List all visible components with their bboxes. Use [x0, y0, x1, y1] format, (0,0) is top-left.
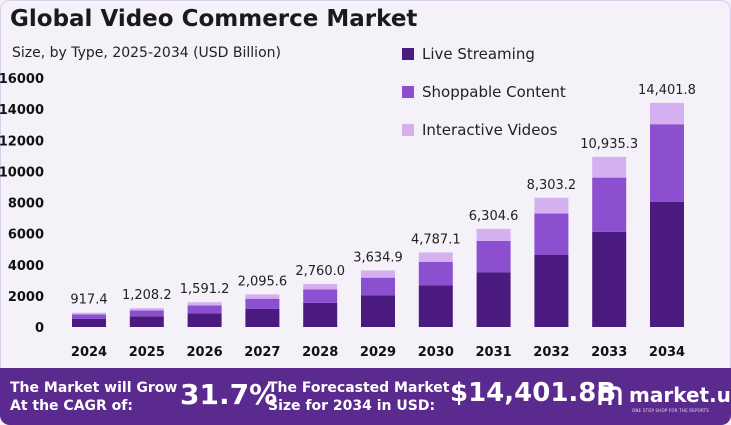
x-tick-label: 2030 — [418, 345, 454, 360]
x-tick-label: 2024 — [71, 345, 107, 360]
bar-segment-interactive-videos — [187, 302, 222, 306]
x-tick-label: 2025 — [129, 345, 165, 360]
bar-segment-live-streaming — [129, 316, 164, 327]
legend-label-live-streaming: Live Streaming — [422, 45, 535, 63]
chart-subtitle: Size, by Type, 2025-2034 (USD Billion) — [12, 45, 281, 61]
bar-segment-interactive-videos — [72, 312, 106, 315]
bar-segment-shoppable-content — [361, 277, 395, 296]
x-tick-label: 2033 — [591, 345, 627, 360]
x-tick-label: 2032 — [533, 345, 569, 360]
bar-segment-interactive-videos — [650, 102, 684, 125]
legend-swatch-live-streaming — [402, 48, 414, 60]
y-tick-label: 2000 — [8, 290, 44, 305]
x-tick-label: 2034 — [649, 345, 685, 360]
bar-total-label: 8,303.2 — [527, 178, 577, 193]
bar-segment-interactive-videos — [592, 156, 627, 178]
market-us-logo-icon — [598, 386, 622, 405]
bar-segment-interactive-videos — [418, 252, 453, 262]
bar-segment-shoppable-content — [592, 177, 627, 232]
y-tick-label: 12000 — [0, 134, 44, 149]
bar-segment-shoppable-content — [129, 310, 164, 317]
bar-segment-shoppable-content — [187, 305, 222, 314]
bar-segment-interactive-videos — [534, 197, 569, 214]
legend-label-interactive-videos: Interactive Videos — [422, 121, 558, 139]
bar-segment-live-streaming — [476, 272, 511, 327]
bar-segment-shoppable-content — [245, 298, 280, 309]
bar-segment-live-streaming — [187, 313, 222, 327]
x-tick-label: 2026 — [187, 345, 223, 360]
legend-label-shoppable-content: Shoppable Content — [422, 83, 566, 101]
bar-segment-shoppable-content — [303, 289, 338, 303]
bar-total-label: 1,208.2 — [122, 288, 172, 303]
bar-segment-live-streaming — [303, 302, 338, 327]
bar-segment-live-streaming — [534, 254, 569, 327]
bar-segment-live-streaming — [361, 295, 395, 327]
bar-segment-live-streaming — [418, 285, 453, 327]
bar-total-label: 14,401.8 — [638, 83, 696, 98]
bar-segment-interactive-videos — [476, 228, 511, 241]
bar-segment-shoppable-content — [418, 261, 453, 286]
forecast-label-line2: Size for 2034 in USD: — [268, 398, 436, 414]
cagr-label: The Market will Grow At the CAGR of: — [10, 379, 177, 415]
y-tick-label: 10000 — [0, 165, 44, 180]
bar-segment-shoppable-content — [534, 213, 569, 255]
bar-segment-live-streaming — [592, 231, 627, 327]
forecast-label-line1: The Forecasted Market — [268, 380, 450, 396]
chart-title: Global Video Commerce Market — [10, 6, 418, 32]
bar-segment-shoppable-content — [72, 314, 106, 319]
x-tick-label: 2027 — [244, 345, 280, 360]
bar-segment-live-streaming — [650, 201, 684, 327]
bar-segment-interactive-videos — [129, 308, 164, 311]
x-tick-label: 2028 — [302, 345, 338, 360]
bar-total-label: 2,095.6 — [238, 274, 288, 289]
y-tick-label: 14000 — [0, 103, 44, 118]
bar-segment-interactive-videos — [303, 284, 338, 290]
bar-total-label: 1,591.2 — [180, 282, 230, 297]
bar-total-label: 917.4 — [70, 293, 107, 308]
y-tick-label: 0 — [35, 321, 44, 336]
bar-segment-shoppable-content — [650, 124, 684, 202]
legend-swatch-interactive-videos — [402, 124, 414, 136]
forecast-label: The Forecasted Market Size for 2034 in U… — [268, 379, 449, 415]
cagr-value: 31.7% — [180, 378, 278, 411]
x-tick-label: 2031 — [476, 345, 512, 360]
bar-total-label: 6,304.6 — [469, 209, 519, 224]
bar-total-label: 3,634.9 — [353, 250, 403, 265]
x-tick-label: 2029 — [360, 345, 396, 360]
bar-segment-live-streaming — [72, 318, 106, 327]
legend-item-shoppable-content: Shoppable Content — [402, 82, 566, 102]
bar-segment-interactive-videos — [361, 270, 395, 278]
stacked-bar-chart: 0 2000 4000 6000 8000 10000 12000 14000 16000 917… — [0, 72, 696, 360]
brand-tagline: ONE STOP SHOP FOR THE REPORTS — [632, 408, 710, 413]
y-tick-label: 6000 — [8, 228, 44, 243]
bar-segment-live-streaming — [245, 308, 280, 327]
y-tick-label: 16000 — [0, 72, 44, 87]
bar-segment-shoppable-content — [476, 240, 511, 273]
legend-item-interactive-videos: Interactive Videos — [402, 120, 566, 140]
bar-total-label: 2,760.0 — [295, 264, 345, 279]
bar-total-label: 10,935.3 — [580, 137, 638, 152]
legend-item-live-streaming: Live Streaming — [402, 44, 566, 64]
legend-swatch-shoppable-content — [402, 86, 414, 98]
bar-total-label: 4,787.1 — [411, 233, 461, 248]
brand-name: market.us — [629, 383, 731, 407]
bar-segment-interactive-videos — [245, 294, 280, 299]
footer-banner: The Market will Grow At the CAGR of: 31.… — [0, 368, 731, 425]
cagr-label-line1: The Market will Grow — [10, 380, 178, 396]
chart-legend: Live Streaming Shoppable Content Interac… — [402, 44, 566, 158]
y-tick-label: 4000 — [8, 259, 44, 274]
y-tick-label: 8000 — [8, 197, 44, 212]
forecast-value: $14,401.8B — [450, 378, 617, 408]
cagr-label-line2: At the CAGR of: — [10, 398, 133, 414]
